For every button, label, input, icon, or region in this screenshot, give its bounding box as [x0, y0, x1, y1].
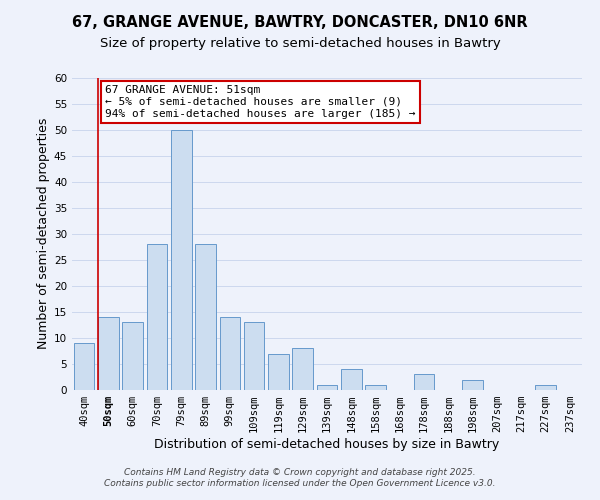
Bar [122, 322, 143, 390]
Bar [244, 322, 265, 390]
Text: 67, GRANGE AVENUE, BAWTRY, DONCASTER, DN10 6NR: 67, GRANGE AVENUE, BAWTRY, DONCASTER, DN… [72, 15, 528, 30]
Bar [535, 385, 556, 390]
Bar [220, 317, 240, 390]
Bar [195, 244, 216, 390]
Bar [365, 385, 386, 390]
Bar [341, 369, 362, 390]
Bar [292, 348, 313, 390]
Text: 67 GRANGE AVENUE: 51sqm
← 5% of semi-detached houses are smaller (9)
94% of semi: 67 GRANGE AVENUE: 51sqm ← 5% of semi-det… [106, 86, 416, 118]
Bar [74, 343, 94, 390]
Bar [98, 317, 119, 390]
Bar [171, 130, 191, 390]
Bar [463, 380, 483, 390]
Text: Contains HM Land Registry data © Crown copyright and database right 2025.
Contai: Contains HM Land Registry data © Crown c… [104, 468, 496, 487]
Text: Size of property relative to semi-detached houses in Bawtry: Size of property relative to semi-detach… [100, 38, 500, 51]
Y-axis label: Number of semi-detached properties: Number of semi-detached properties [37, 118, 50, 350]
Bar [146, 244, 167, 390]
Bar [414, 374, 434, 390]
Bar [317, 385, 337, 390]
X-axis label: Distribution of semi-detached houses by size in Bawtry: Distribution of semi-detached houses by … [154, 438, 500, 451]
Bar [268, 354, 289, 390]
